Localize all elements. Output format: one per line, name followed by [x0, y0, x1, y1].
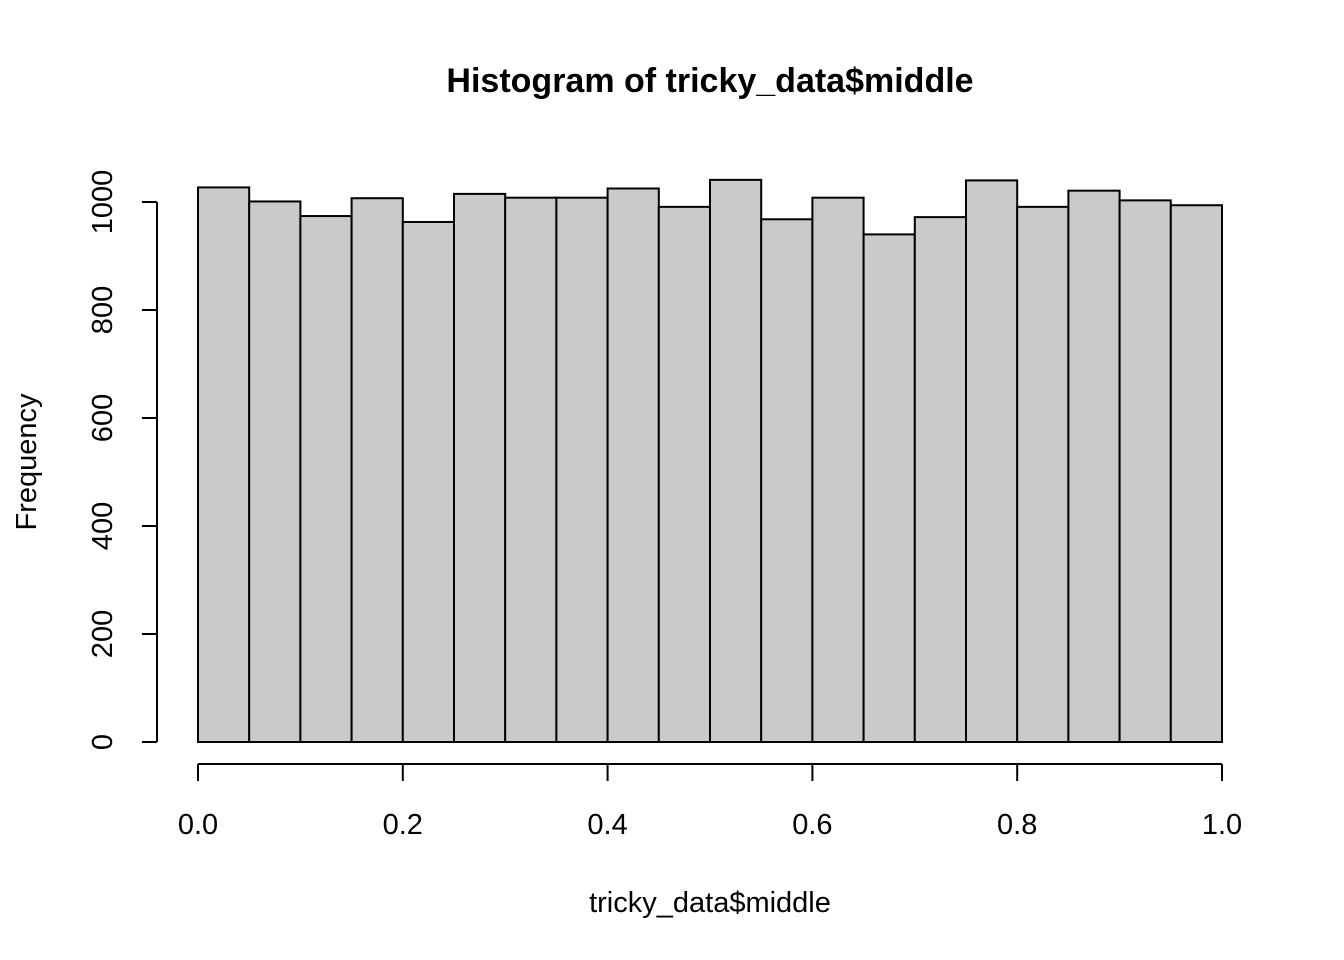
y-tick-label-0: 0 — [87, 734, 119, 750]
y-tick-label-400: 400 — [87, 502, 119, 550]
x-axis-label: tricky_data$middle — [589, 887, 831, 919]
histogram-bar-12 — [760, 218, 814, 743]
x-tick-label-0.6: 0.6 — [792, 809, 832, 841]
histogram-bar-4 — [350, 197, 404, 744]
histogram-bar-1 — [197, 186, 251, 744]
x-tick-label-0.2: 0.2 — [383, 809, 423, 841]
y-axis: 0 200 400 600 800 1000 — [87, 170, 158, 750]
histogram-bar-11 — [709, 178, 763, 744]
x-tick-label-0.8: 0.8 — [997, 809, 1037, 841]
histogram-bar-6 — [453, 192, 507, 743]
x-tick-label-1.0: 1.0 — [1202, 809, 1242, 841]
histogram-bar-8 — [555, 196, 609, 743]
histogram-bar-15 — [913, 216, 967, 743]
histogram-bar-14 — [862, 233, 916, 743]
y-axis-label: Frequency — [11, 393, 43, 531]
histogram-bar-13 — [811, 196, 865, 743]
chart-title: Histogram of tricky_data$middle — [446, 62, 973, 100]
histogram-bar-20 — [1169, 204, 1224, 744]
histogram-bar-10 — [657, 205, 711, 744]
y-tick-label-800: 800 — [87, 286, 119, 334]
histogram-bar-17 — [1016, 205, 1070, 744]
histogram-bar-5 — [401, 220, 455, 744]
x-tick-label-0.0: 0.0 — [178, 809, 218, 841]
y-tick-label-600: 600 — [87, 394, 119, 442]
y-tick-label-200: 200 — [87, 610, 119, 658]
x-axis: 0.0 0.2 0.4 0.6 0.8 1.0 — [178, 763, 1242, 841]
bars-group — [197, 178, 1224, 744]
histogram-bar-2 — [248, 200, 302, 743]
x-tick-label-0.4: 0.4 — [587, 809, 627, 841]
y-tick-label-1000: 1000 — [87, 170, 119, 235]
histogram-bar-9 — [606, 187, 660, 743]
histogram-bar-7 — [504, 196, 558, 743]
histogram-bar-16 — [965, 179, 1019, 743]
histogram-bar-18 — [1067, 189, 1121, 744]
histogram-bar-19 — [1118, 199, 1172, 743]
histogram-bar-3 — [299, 215, 353, 744]
